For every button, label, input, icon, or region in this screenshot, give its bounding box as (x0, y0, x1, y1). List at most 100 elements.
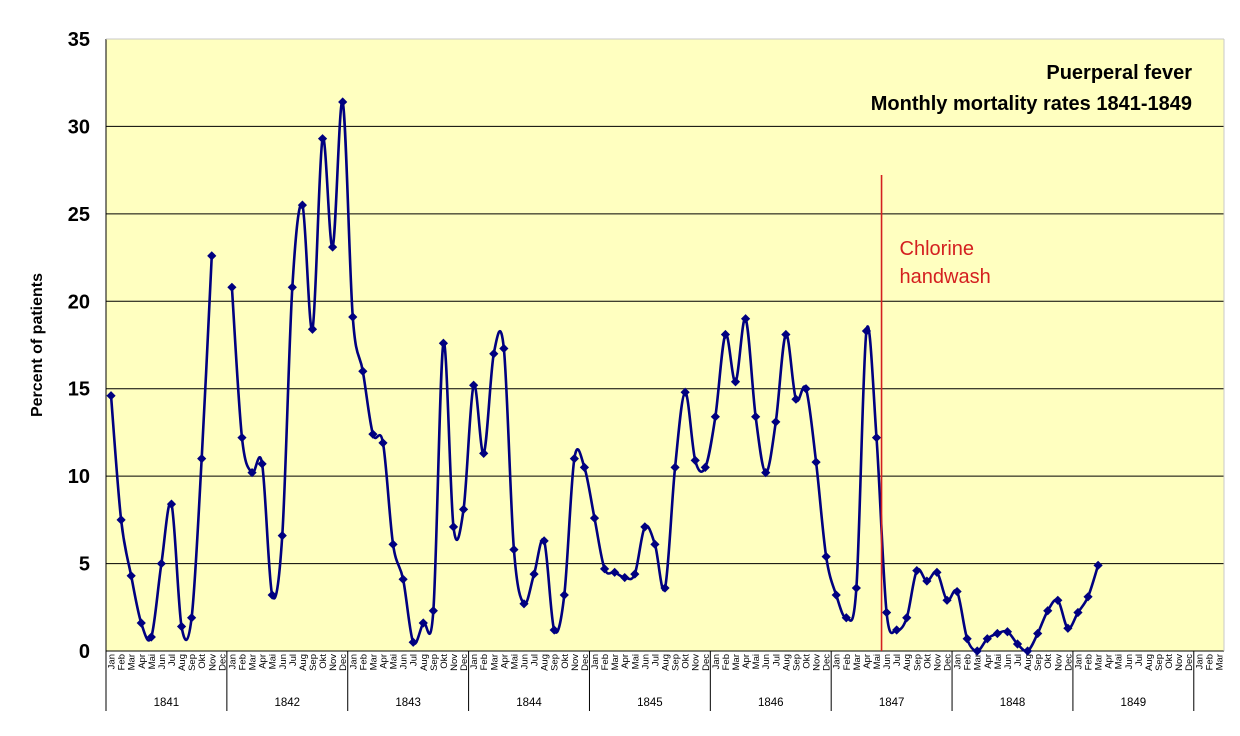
x-tick-label: Jan (590, 654, 601, 669)
data-point (348, 312, 358, 322)
x-tick-label: Apr (1104, 654, 1115, 669)
x-tick-label: Jul (771, 654, 782, 666)
x-tick-label: Apr (862, 654, 873, 669)
data-point (670, 462, 680, 472)
x-tick-label: Sep (187, 654, 198, 671)
y-axis-ticks: 0 5 10 15 20 25 30 35 (68, 29, 90, 663)
x-tick-label: Okt (439, 654, 450, 669)
x-tick-label: Nov (1174, 654, 1185, 671)
data-point (287, 282, 297, 292)
data-point (730, 377, 741, 387)
data-point (116, 515, 126, 525)
data-point (871, 433, 882, 443)
data-point (1093, 560, 1103, 570)
x-tick-label: Okt (560, 654, 571, 669)
data-point (740, 314, 751, 324)
data-point (328, 242, 338, 252)
x-tick-label: Jun (1124, 654, 1135, 669)
data-point (932, 567, 942, 577)
data-point (267, 590, 277, 600)
x-tick-label: Aug (902, 654, 913, 671)
x-tick-label: Aug (661, 654, 672, 671)
x-tick-label: Mar (610, 654, 621, 670)
x-tick-label: Apr (620, 654, 631, 669)
data-point (700, 462, 710, 472)
annotation: Chlorine handwash (880, 175, 991, 651)
x-tick-label: Feb (721, 654, 732, 670)
x-tick-label: Jan (227, 654, 238, 669)
x-tick-label: Mai (509, 654, 520, 669)
data-point (1073, 607, 1083, 618)
data-point (479, 448, 489, 459)
annotation-label: Chlorine (900, 238, 974, 260)
x-tick-label: Mai (751, 654, 762, 669)
x-tick-label: Jan (469, 654, 480, 669)
data-point (660, 583, 670, 593)
data-point (529, 569, 539, 579)
data-point (771, 417, 781, 427)
x-tick-label: Jan (348, 654, 359, 669)
data-point (317, 134, 328, 144)
data-point (610, 567, 620, 577)
data-point (781, 329, 791, 340)
x-tick-label: Jul (288, 654, 299, 666)
data-point (458, 504, 469, 514)
x-tick-label: Feb (479, 654, 490, 670)
x-tick-label: Sep (1154, 654, 1165, 671)
data-point (187, 613, 197, 623)
x-tick-label: Apr (741, 654, 752, 669)
x-tick-label: Aug (177, 654, 188, 671)
x-tick-label: Mai (630, 654, 641, 669)
x-tick-label: Mai (872, 654, 883, 669)
data-point (197, 454, 207, 464)
x-tick-label: Dec (1184, 654, 1195, 671)
x-tick-label: Aug (298, 654, 309, 671)
year-label: 1845 (637, 697, 663, 709)
data-point (1002, 627, 1013, 637)
year-label: 1846 (758, 697, 784, 709)
data-point (146, 632, 156, 642)
x-tick-label: Jul (409, 654, 420, 666)
data-point (237, 433, 247, 443)
x-tick-label: Feb (842, 654, 853, 670)
data-point (922, 576, 932, 586)
x-tick-label: Sep (1033, 654, 1044, 671)
data-point (166, 499, 177, 509)
x-tick-label: Jan (1073, 654, 1084, 669)
data-point (257, 459, 267, 469)
data-point (106, 391, 116, 401)
year-label: 1843 (395, 697, 421, 709)
x-tick-label: Dec (822, 654, 833, 671)
x-tick-label: Mar (489, 654, 500, 670)
data-point (751, 412, 761, 422)
x-tick-label: Jan (832, 654, 843, 669)
data-point (881, 607, 892, 618)
x-tick-label: Nov (812, 654, 823, 671)
x-tick-label: Jul (530, 654, 541, 666)
data-point (176, 621, 187, 632)
x-tick-label: Nov (449, 654, 460, 671)
x-tick-label: Apr (258, 654, 269, 669)
y-tick-label: 5 (79, 554, 90, 576)
x-tick-label: Jan (711, 654, 722, 669)
data-point (892, 625, 902, 635)
x-tick-label: Mai (268, 654, 279, 669)
year-label: 1849 (1121, 697, 1147, 709)
data-point (428, 606, 438, 616)
data-point (388, 539, 398, 549)
data-point (902, 613, 912, 623)
x-tick-label: Apr (378, 654, 389, 669)
y-tick-label: 30 (68, 116, 90, 138)
x-tick-label: Aug (781, 654, 792, 671)
data-point (1053, 595, 1063, 605)
data-point (297, 200, 308, 210)
x-tick-label: Sep (308, 654, 319, 671)
year-label: 1841 (154, 697, 180, 709)
data-point (469, 380, 479, 390)
year-label: 1842 (275, 697, 301, 709)
y-tick-label: 15 (68, 379, 90, 401)
data-point (811, 457, 821, 467)
x-tick-label: Okt (1164, 654, 1175, 669)
plot-area (106, 39, 1224, 651)
